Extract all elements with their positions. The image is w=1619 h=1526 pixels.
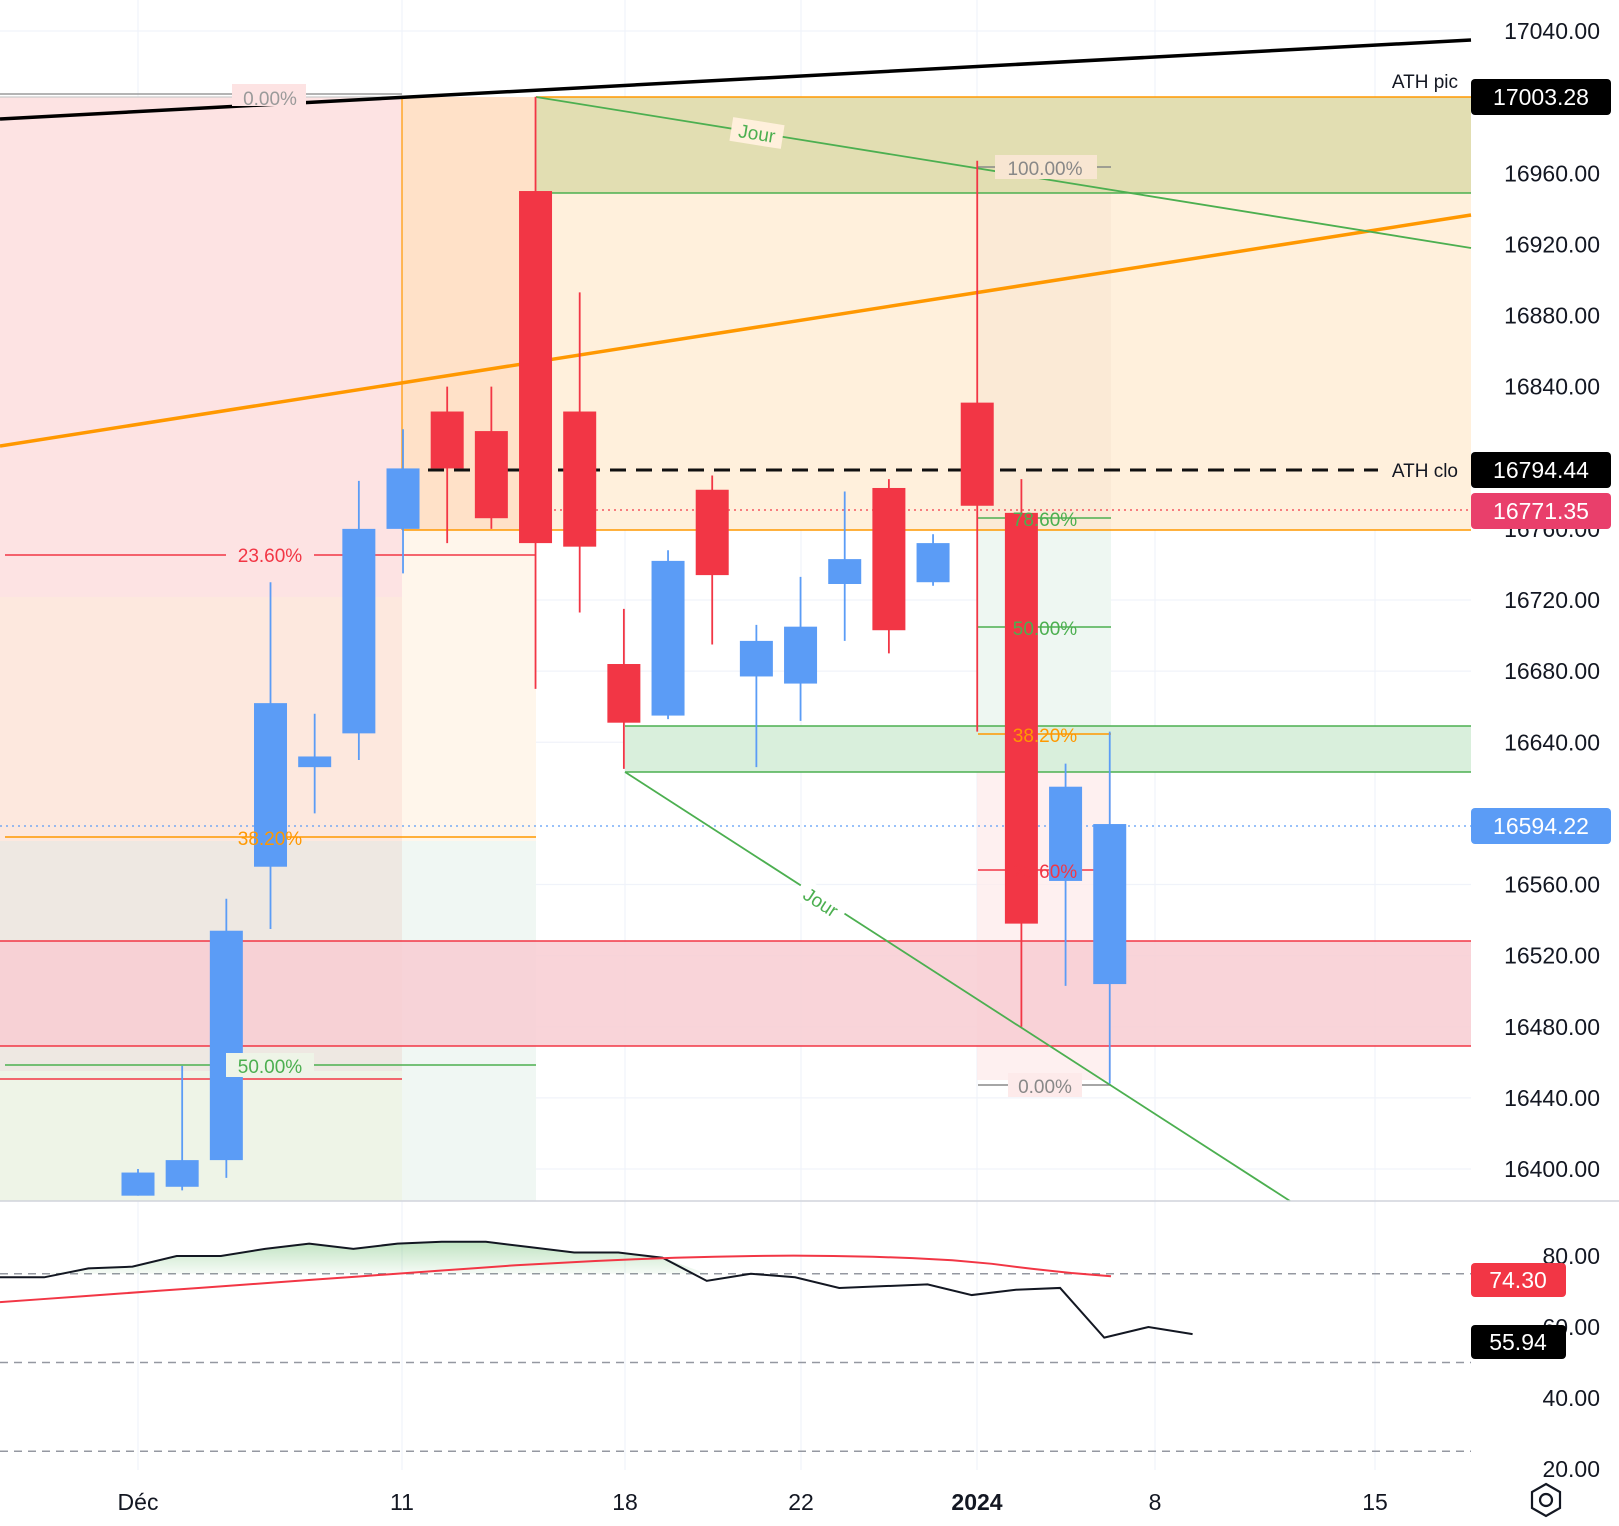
- candle-body: [695, 489, 729, 576]
- osc-tick-label: 20.00: [1542, 1456, 1600, 1482]
- candle-body: [1049, 786, 1083, 881]
- ath-pic-tag: [1471, 79, 1611, 115]
- osc-signal-line: [0, 1254, 1112, 1304]
- price-tick-label: 16640.00: [1504, 729, 1600, 755]
- settings-gear-icon[interactable]: [1530, 1482, 1562, 1518]
- candle-body: [563, 411, 597, 547]
- candle-body: [828, 559, 862, 584]
- candle-body: [1004, 512, 1038, 924]
- date-tick-label: Déc: [118, 1489, 159, 1515]
- price-tick-label: 17040.00: [1504, 18, 1600, 44]
- ath-pic-value: 17003.28: [1493, 84, 1589, 110]
- candle-body: [1093, 824, 1127, 985]
- candle-body: [519, 191, 553, 544]
- candle-body: [474, 431, 508, 519]
- last-price-value: 16594.22: [1493, 813, 1589, 839]
- osc-value-tag: [1471, 1263, 1566, 1297]
- fib-label-50b: 50.00%: [1013, 619, 1078, 640]
- candle-body: [651, 560, 685, 716]
- candles: [121, 96, 1127, 1196]
- price-tick-label: 16680.00: [1504, 658, 1600, 684]
- date-tick-label: 2024: [951, 1489, 1002, 1515]
- price-axis: 17040.00 16960.00 16920.00 16880.00 16840.00…: [1504, 18, 1600, 1182]
- candle-body: [960, 402, 994, 506]
- candle-body: [298, 756, 332, 768]
- fib-label-786: 78.60%: [1013, 510, 1078, 531]
- osc-value-tag-2: [1471, 1325, 1566, 1359]
- candle-body: [739, 640, 773, 677]
- osc-value: 74.30: [1489, 1267, 1547, 1293]
- candle-body: [386, 468, 420, 529]
- price-tick-label: 16440.00: [1504, 1085, 1600, 1111]
- fib-label-236b: 23.60%: [1013, 862, 1078, 883]
- fib-label-382: 38.20%: [238, 829, 303, 850]
- fib-label-0-bottom: 0.00%: [1018, 1077, 1072, 1098]
- ath-pic-label: ATH pic: [1392, 72, 1458, 93]
- osc-value-2: 55.94: [1489, 1329, 1547, 1355]
- prev-level-tag: [1471, 493, 1611, 529]
- candle-body: [254, 703, 288, 867]
- candle-body: [430, 411, 464, 469]
- date-tick-label: 15: [1362, 1489, 1388, 1515]
- date-tick-label: 18: [612, 1489, 638, 1515]
- osc-overbought-fill: [0, 1241, 1193, 1274]
- price-tick-label: 16720.00: [1504, 587, 1600, 613]
- price-tick-label: 16960.00: [1504, 160, 1600, 186]
- prev-level-value: 16771.35: [1493, 498, 1589, 524]
- date-axis: Déc 11 18 22 2024 8 15: [118, 1489, 1388, 1515]
- fib-label-236: 23.60%: [238, 546, 303, 567]
- date-tick-label: 8: [1149, 1489, 1162, 1515]
- price-tick-label: 16920.00: [1504, 231, 1600, 257]
- fib-label-382b: 38.20%: [1013, 726, 1078, 747]
- candle-body: [165, 1160, 199, 1187]
- date-tick-label: 11: [390, 1489, 414, 1515]
- fib-label-0-top: 0.00%: [243, 89, 297, 110]
- price-tick-label: 16560.00: [1504, 872, 1600, 898]
- candle-body: [916, 543, 950, 583]
- candle-body: [607, 664, 641, 723]
- candle-body: [209, 930, 243, 1161]
- candle-body: [342, 528, 376, 734]
- date-tick-label: 22: [788, 1489, 814, 1515]
- fib-label-50: 50.00%: [238, 1057, 303, 1078]
- fib-label-100: 100.00%: [1007, 159, 1082, 180]
- price-tags: 17003.28 16794.44 16771.35 16594.22 74.3…: [1471, 79, 1611, 1359]
- last-price-tag: [1471, 808, 1611, 844]
- candle-body: [121, 1172, 155, 1196]
- price-tick-label: 16400.00: [1504, 1156, 1600, 1182]
- oscillator-pane: [0, 1240, 1471, 1452]
- candle-body: [872, 487, 906, 631]
- ath-clo-label: ATH clo: [1392, 461, 1458, 482]
- price-tick-label: 16480.00: [1504, 1014, 1600, 1040]
- ath-clo-tag: [1471, 452, 1611, 488]
- osc-tick-label: 40.00: [1542, 1385, 1600, 1411]
- price-tick-label: 16520.00: [1504, 943, 1600, 969]
- ath-clo-value: 16794.44: [1493, 457, 1589, 483]
- candle-body: [784, 626, 818, 684]
- price-tick-label: 16840.00: [1504, 374, 1600, 400]
- price-tick-label: 16880.00: [1504, 303, 1600, 329]
- osc-main-line: [0, 1240, 1193, 1339]
